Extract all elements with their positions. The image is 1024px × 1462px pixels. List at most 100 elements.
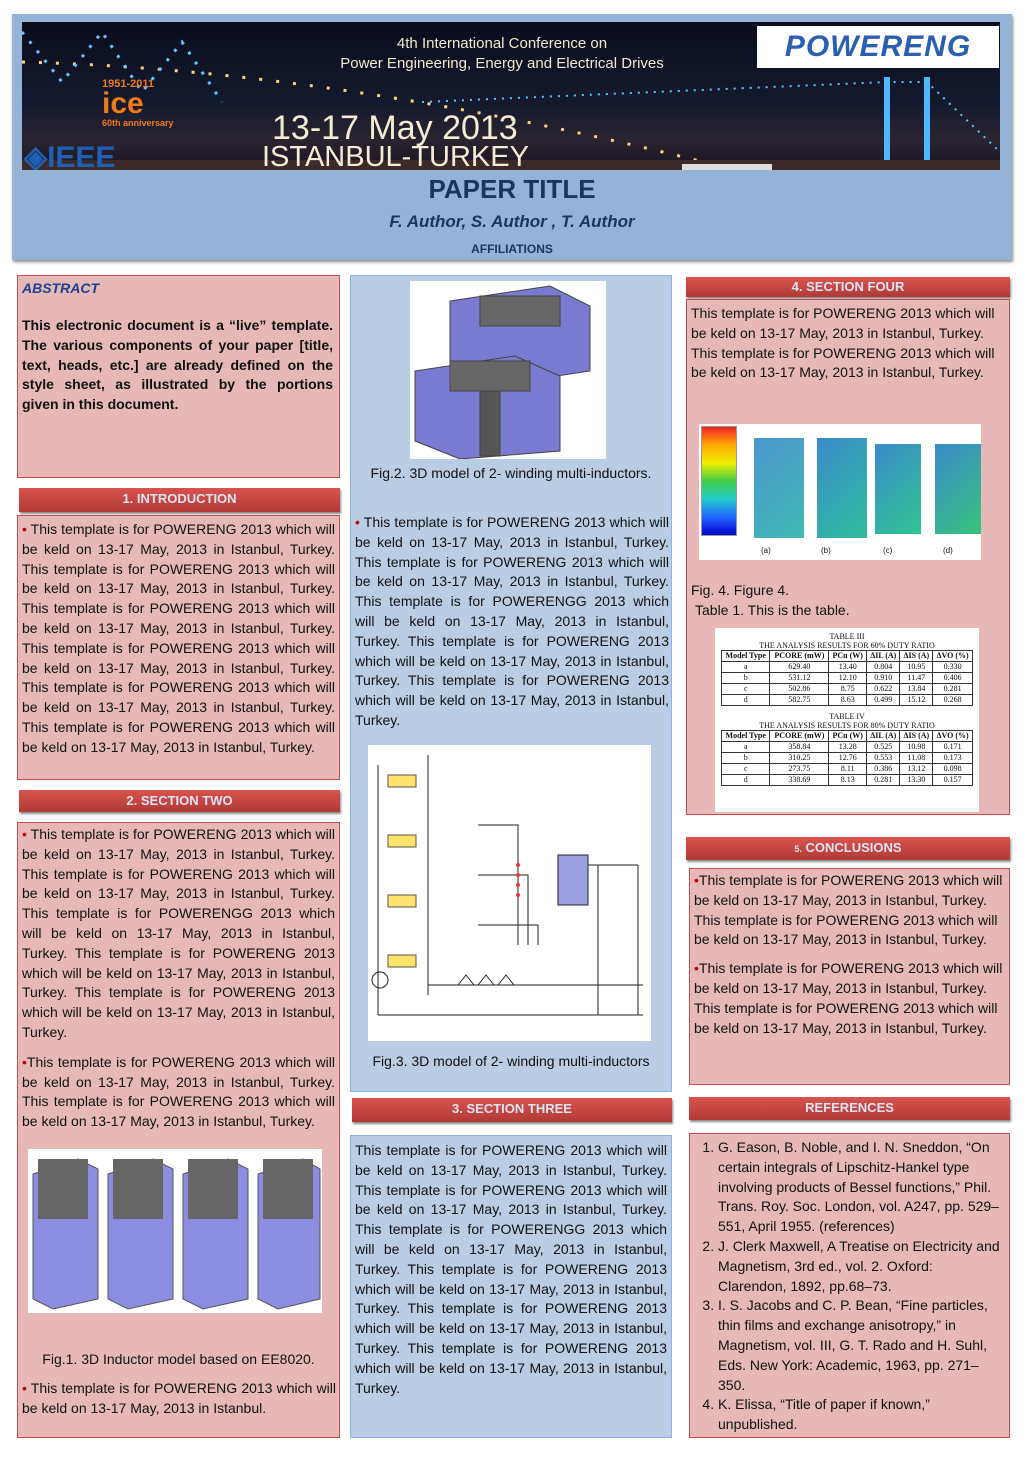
references-panel: G. Eason, B. Noble, and I. N. Sneddon, “… xyxy=(689,1133,1010,1438)
conclusions-paragraph-2: This template is for POWERENG 2013 which… xyxy=(694,960,1003,1036)
conclusions-title: CONCLUSIONS xyxy=(805,840,902,855)
table-1-caption: Table 1. This is the table. xyxy=(695,602,850,618)
table-cell: 0.406 xyxy=(932,672,973,684)
conference-banner: 4th International Conference on Power Eng… xyxy=(22,22,1000,170)
table-header-cell: PCu (W) xyxy=(828,650,868,662)
table-cell: 0.098 xyxy=(932,763,973,775)
table-row: d 338.69 8.13 0.281 13.30 0.157 xyxy=(720,774,973,786)
results-table-1: TABLE III THE ANALYSIS RESULTS FOR 60% DU… xyxy=(720,632,973,706)
table-cell: 629.40 xyxy=(769,661,830,673)
bullet-icon: • xyxy=(694,960,699,977)
section-heading-three: 3. SECTION THREE xyxy=(352,1098,672,1122)
table-cell: 8.63 xyxy=(828,694,868,706)
reference-item: I. S. Jacobs and C. P. Bean, “Fine parti… xyxy=(718,1296,1005,1395)
abstract-panel: ABSTRACT This electronic document is a “… xyxy=(17,275,340,478)
figure-4-label-c: (c) xyxy=(883,546,893,555)
table-header-cell: Model Type xyxy=(720,730,771,742)
affiliations: AFFILIATIONS xyxy=(471,242,553,256)
bullet-icon: • xyxy=(355,514,360,530)
section-four-panel: This template is for POWERENG 2013 which… xyxy=(686,299,1010,815)
bullet-icon: • xyxy=(694,872,699,888)
table-subtitle: THE ANALYSIS RESULTS FOR 60% DUTY RATIO xyxy=(759,641,935,650)
table-cell: 338.69 xyxy=(769,774,830,786)
table-cell: d xyxy=(720,694,771,706)
table-cell: 10.98 xyxy=(899,741,934,753)
figure-3-caption: Fig.3. 3D model of 2- winding multi-indu… xyxy=(372,1053,650,1069)
middle-text: This template is for POWERENG 2013 which… xyxy=(355,514,669,728)
conference-line-2: Power Engineering, Energy and Electrical… xyxy=(340,55,664,72)
table-title: TABLE IV xyxy=(829,712,865,721)
conference-line-1: 4th International Conference on xyxy=(396,35,608,52)
table-cell: 0.268 xyxy=(932,694,973,706)
table-row: d 582.75 8.63 0.499 15.12 0.268 xyxy=(720,694,973,706)
section-heading-introduction: 1. INTRODUCTION xyxy=(19,488,340,512)
abstract-heading: ABSTRACT xyxy=(22,280,99,296)
table-subtitle: THE ANALYSIS RESULTS FOR 80% DUTY RATIO xyxy=(759,721,935,730)
table-cell: 0.281 xyxy=(932,683,973,695)
table-cell: 0.804 xyxy=(866,661,901,673)
table-cell: 8.11 xyxy=(828,763,868,775)
results-tables-image: TABLE III THE ANALYSIS RESULTS FOR 60% DU… xyxy=(715,628,979,812)
reference-item: K. Elissa, “Title of paper if known,” un… xyxy=(718,1395,1005,1435)
bullet-icon: • xyxy=(22,1380,27,1396)
figure-4-caption: Fig. 4. Figure 4. xyxy=(691,582,790,598)
table-header-cell: ΔIL (A) xyxy=(866,730,901,742)
figure-4-label-b: (b) xyxy=(821,546,831,555)
paper-title: PAPER TITLE xyxy=(428,174,596,204)
table-cell: 13.28 xyxy=(828,741,868,753)
table-cell: 13.84 xyxy=(899,683,934,695)
conclusions-paragraph-1: This template is for POWERENG 2013 which… xyxy=(694,872,1003,948)
introduction-text: This template is for POWERENG 2013 which… xyxy=(22,521,335,755)
figure-4-label-d: (d) xyxy=(943,546,953,555)
bridge-night-image xyxy=(22,29,1000,170)
poster-header: 4th International Conference on Power Eng… xyxy=(12,14,1012,260)
table-cell: a xyxy=(720,741,771,753)
figure-4-label-a: (a) xyxy=(761,546,771,555)
table-cell: 0.173 xyxy=(932,752,973,764)
table-cell: 0.157 xyxy=(932,774,973,786)
middle-figures-panel: Fig.2. 3D model of 2- winding multi-indu… xyxy=(350,275,672,1092)
figure-2-caption: Fig.2. 3D model of 2- winding multi-indu… xyxy=(370,465,652,481)
results-table-2: TABLE IV THE ANALYSIS RESULTS FOR 80% DUT… xyxy=(720,712,973,786)
table-row: a 358.84 13.28 0.525 10.98 0.171 xyxy=(720,741,973,753)
figure-1-caption: Fig.1. 3D Inductor model based on EE8020… xyxy=(42,1351,315,1367)
conference-name: 4th International Conference on Power Eng… xyxy=(242,34,762,74)
section-three-text: This template is for POWERENG 2013 which… xyxy=(355,1142,667,1396)
table-row: a 629.40 13.40 0.804 10.95 0.330 xyxy=(720,661,973,673)
section-two-paragraph-2: This template is for POWERENG 2013 which… xyxy=(22,1053,335,1130)
section-two-paragraph-1: This template is for POWERENG 2013 which… xyxy=(22,826,335,1040)
table-header-cell: ΔVO (%) xyxy=(932,650,973,662)
conclusions-number: 5. xyxy=(794,844,802,854)
table-cell: 0.910 xyxy=(866,672,901,684)
bullet-icon: • xyxy=(22,1053,27,1070)
table-cell: 11.08 xyxy=(899,752,934,764)
table-cell: 11.47 xyxy=(899,672,934,684)
table-cell: b xyxy=(720,752,771,764)
table-cell: 0.499 xyxy=(866,694,901,706)
section-two-paragraph-3: This template is for POWERENG 2013 which… xyxy=(22,1380,336,1416)
table-header-cell: PCORE (mW) xyxy=(769,650,830,662)
table-cell: 273.75 xyxy=(769,763,830,775)
abstract-text: This electronic document is a “live” tem… xyxy=(22,317,333,413)
table-cell: 310.25 xyxy=(769,752,830,764)
table-header-cell: ΔIS (A) xyxy=(899,650,934,662)
table-title: TABLE III xyxy=(829,632,865,641)
table-header-cell: ΔIS (A) xyxy=(899,730,934,742)
table-cell: 13.30 xyxy=(899,774,934,786)
table-cell: 0.553 xyxy=(866,752,901,764)
table-cell: 15.12 xyxy=(899,694,934,706)
references-list: G. Eason, B. Noble, and I. N. Sneddon, “… xyxy=(694,1138,1005,1435)
section-heading-references: REFERENCES xyxy=(689,1097,1010,1120)
table-header-cell: PCu (W) xyxy=(828,730,868,742)
table-cell: d xyxy=(720,774,771,786)
table-cell: 0.281 xyxy=(866,774,901,786)
table-cell: 0.386 xyxy=(866,763,901,775)
conclusions-panel: •This template is for POWERENG 2013 whic… xyxy=(689,868,1010,1085)
conference-city: ISTANBUL-TURKEY xyxy=(262,141,529,170)
table-row: b 531.12 12.10 0.910 11.47 0.406 xyxy=(720,672,973,684)
table-cell: c xyxy=(720,763,771,775)
table-cell: 13.12 xyxy=(899,763,934,775)
reference-item: J. Clerk Maxwell, A Treatise on Electric… xyxy=(718,1237,1005,1296)
table-cell: c xyxy=(720,683,771,695)
table-cell: 10.95 xyxy=(899,661,934,673)
